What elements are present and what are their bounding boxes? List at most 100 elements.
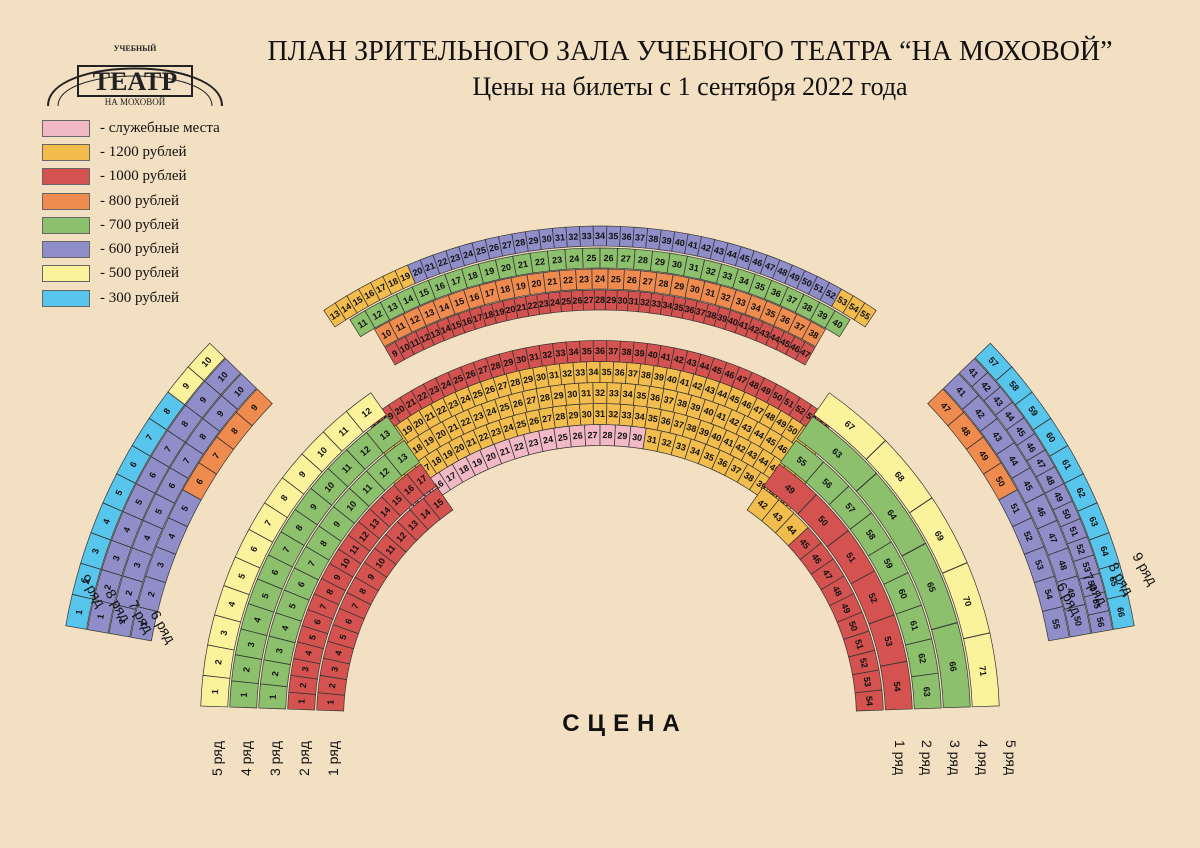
seat-shape[interactable] <box>591 268 609 290</box>
balcony-row-4-seat[interactable]: 24 <box>458 242 478 267</box>
seat-shape[interactable] <box>411 383 434 410</box>
seat-shape[interactable] <box>797 494 849 548</box>
seat-shape[interactable] <box>683 255 705 280</box>
seat-shape[interactable] <box>484 236 503 260</box>
right-side-row-seat[interactable]: 42 <box>971 372 1001 402</box>
seat-shape[interactable] <box>682 350 702 375</box>
seat-shape[interactable] <box>394 264 416 290</box>
orchestra-left-seat[interactable]: 12 <box>346 431 384 470</box>
seat-shape[interactable] <box>724 309 743 334</box>
seat-shape[interactable] <box>136 575 167 612</box>
balcony-row-2-seat[interactable]: 36 <box>773 306 798 333</box>
seat-shape[interactable] <box>185 418 221 455</box>
balcony-row-1-seat[interactable]: 36 <box>681 298 698 322</box>
balcony-row-1-seat[interactable]: 29 <box>605 289 618 311</box>
seat-shape[interactable] <box>1064 473 1098 512</box>
balcony-row-1-seat[interactable]: 35 <box>670 296 687 319</box>
seat-shape[interactable] <box>564 247 584 270</box>
seat-shape[interactable] <box>801 321 826 348</box>
seat-shape[interactable] <box>582 289 595 311</box>
seat-shape[interactable] <box>529 250 550 274</box>
left-side-row-seat[interactable]: 8 <box>185 418 221 455</box>
balcony-row-4-seat[interactable]: 19 <box>394 264 416 290</box>
balcony-row-2-seat[interactable]: 16 <box>463 285 486 310</box>
balcony-row-1-seat[interactable]: 39 <box>713 306 732 330</box>
seat-shape[interactable] <box>777 390 801 416</box>
balcony-row-4-seat[interactable]: 43 <box>709 239 729 263</box>
seat-shape[interactable] <box>607 268 625 290</box>
amphi-row-b-seat[interactable]: 28 <box>551 404 569 429</box>
right-side-row-seat[interactable]: 56 <box>1087 610 1113 634</box>
orchestra-left-seat[interactable]: 10 <box>363 547 397 578</box>
seat-shape[interactable] <box>301 609 334 635</box>
balcony-row-2-seat[interactable]: 27 <box>638 270 658 293</box>
orchestra-left-seat[interactable]: 13 <box>384 439 421 477</box>
orchestra-left-seat[interactable]: 15 <box>422 487 454 520</box>
balcony-row-1-seat[interactable]: 34 <box>659 294 676 317</box>
seat-shape[interactable] <box>853 302 877 328</box>
seat-shape[interactable] <box>382 270 404 295</box>
orchestra-right-seat[interactable]: 68 <box>865 440 933 514</box>
right-side-row-seat[interactable]: 59 <box>1014 391 1052 431</box>
seat-shape[interactable] <box>865 440 933 514</box>
seat-shape[interactable] <box>748 273 773 300</box>
seat-shape[interactable] <box>111 511 143 548</box>
seat-shape[interactable] <box>247 578 283 613</box>
seat-shape[interactable] <box>240 603 275 636</box>
seat-shape[interactable] <box>425 321 445 346</box>
seat-shape[interactable] <box>169 442 204 479</box>
seat-shape[interactable] <box>1087 610 1113 634</box>
orchestra-right-seat[interactable]: 54 <box>854 689 884 712</box>
seat-shape[interactable] <box>755 321 775 346</box>
seat-shape[interactable] <box>396 509 429 542</box>
right-side-row-seat[interactable]: 47 <box>927 388 965 427</box>
seat-shape[interactable] <box>318 506 355 542</box>
seat-shape[interactable] <box>525 345 543 369</box>
seat-shape[interactable] <box>307 593 340 620</box>
amphi-row-d-seat[interactable]: 35 <box>599 361 614 384</box>
seat-shape[interactable] <box>366 416 404 454</box>
seat-shape[interactable] <box>365 454 403 492</box>
right-side-row-seat[interactable]: 47 <box>1026 449 1056 478</box>
seat-shape[interactable] <box>316 692 346 712</box>
orchestra-right-seat[interactable]: 63 <box>911 672 942 710</box>
balcony-row-3-seat[interactable]: 37 <box>779 286 805 313</box>
amphi-row-e-seat[interactable]: 34 <box>565 340 582 364</box>
seat-shape[interactable] <box>983 386 1013 416</box>
right-side-row-seat[interactable]: 51 <box>1060 518 1088 545</box>
orchestra-right-seat[interactable]: 57 <box>828 485 872 530</box>
seat-shape[interactable] <box>684 277 706 302</box>
seat-shape[interactable] <box>275 589 310 622</box>
balcony-row-4-seat[interactable]: 15 <box>346 288 369 314</box>
left-side-row-seat[interactable]: 5 <box>122 483 156 521</box>
seat-shape[interactable] <box>417 300 441 327</box>
right-side-row-seat[interactable]: 63 <box>1077 502 1110 541</box>
seat-shape[interactable] <box>1067 536 1095 562</box>
seat-shape[interactable] <box>187 342 226 382</box>
seat-shape[interactable] <box>616 247 636 270</box>
left-side-row-seat[interactable]: 1 <box>87 599 115 634</box>
balcony-row-4-seat[interactable]: 35 <box>606 225 621 247</box>
seat-shape[interactable] <box>337 534 371 565</box>
seat-shape[interactable] <box>471 239 491 263</box>
seat-shape[interactable] <box>122 547 153 583</box>
left-side-row-seat[interactable]: 4 <box>90 502 123 541</box>
orchestra-left-seat[interactable]: 13 <box>366 416 404 454</box>
balcony-row-1-seat[interactable]: 28 <box>593 289 607 311</box>
balcony-row-2-seat[interactable]: 32 <box>714 285 737 310</box>
seat-shape[interactable] <box>411 279 436 306</box>
seat-shape[interactable] <box>619 226 635 248</box>
seat-shape[interactable] <box>370 275 392 301</box>
right-side-row-seat[interactable]: 50 <box>1064 604 1092 638</box>
seat-shape[interactable] <box>854 689 884 712</box>
seat-shape[interactable] <box>498 350 518 375</box>
seat-shape[interactable] <box>606 225 621 247</box>
seat-shape[interactable] <box>1106 593 1135 630</box>
seat-shape[interactable] <box>1044 483 1073 511</box>
seat-shape[interactable] <box>743 371 765 398</box>
amphi-row-e-seat[interactable]: 49 <box>754 377 778 404</box>
left-side-row-seat[interactable]: 4 <box>131 520 163 556</box>
balcony-row-2-seat[interactable]: 30 <box>684 277 706 302</box>
left-side-row-seat[interactable]: 5 <box>142 493 175 530</box>
amphi-row-e-seat[interactable]: 45 <box>707 357 728 383</box>
